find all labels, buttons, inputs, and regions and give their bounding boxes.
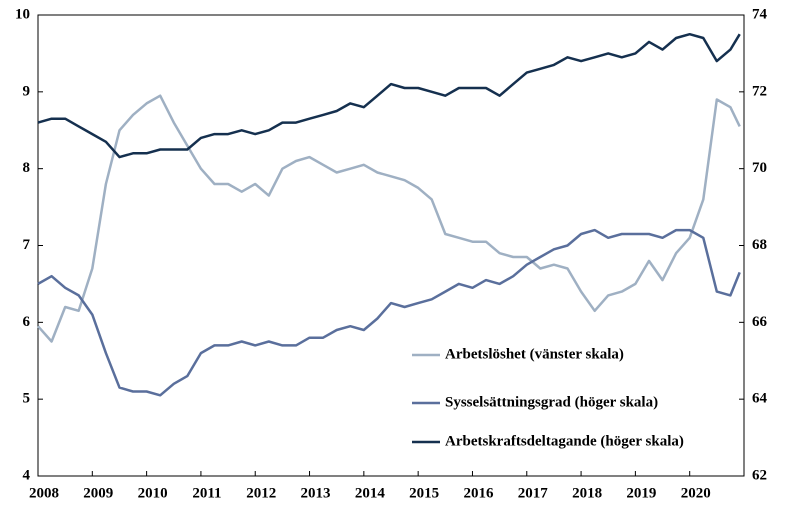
y2-tick-label: 62 <box>752 467 767 483</box>
y2-tick-label: 64 <box>752 391 768 407</box>
y2-tick-label: 72 <box>752 83 767 99</box>
legend-label: Arbetslöshet (vänster skala) <box>445 346 624 362</box>
x-tick-label: 2009 <box>83 485 113 501</box>
legend-label: Arbetskraftsdeltagande (höger skala) <box>445 433 684 449</box>
y-tick-label: 10 <box>15 6 30 22</box>
series-line <box>37 94 741 343</box>
y-tick-label: 8 <box>23 160 31 176</box>
x-tick-label: 2016 <box>463 485 494 501</box>
x-tick-label: 2019 <box>626 485 656 501</box>
x-tick-label: 2008 <box>29 485 59 501</box>
x-tick-label: 2017 <box>518 485 549 501</box>
y-tick-label: 7 <box>23 237 31 253</box>
x-tick-label: 2011 <box>192 485 221 501</box>
y-tick-label: 5 <box>23 391 31 407</box>
y2-tick-label: 68 <box>752 237 767 253</box>
x-tick-label: 2015 <box>409 485 439 501</box>
y-tick-label: 6 <box>23 314 31 330</box>
series-line <box>37 228 741 397</box>
x-tick-label: 2012 <box>246 485 276 501</box>
series-line <box>37 32 741 159</box>
y2-tick-label: 70 <box>752 160 767 176</box>
x-tick-label: 2013 <box>301 485 331 501</box>
y-tick-label: 4 <box>23 467 31 483</box>
y-tick-label: 9 <box>23 83 31 99</box>
legend-label: Sysselsättningsgrad (höger skala) <box>445 394 658 410</box>
x-tick-label: 2018 <box>572 485 602 501</box>
x-tick-label: 2010 <box>138 485 168 501</box>
x-tick-label: 2014 <box>355 485 386 501</box>
x-tick-label: 2020 <box>681 485 711 501</box>
y2-tick-label: 74 <box>752 6 768 22</box>
y2-tick-label: 66 <box>752 314 768 330</box>
